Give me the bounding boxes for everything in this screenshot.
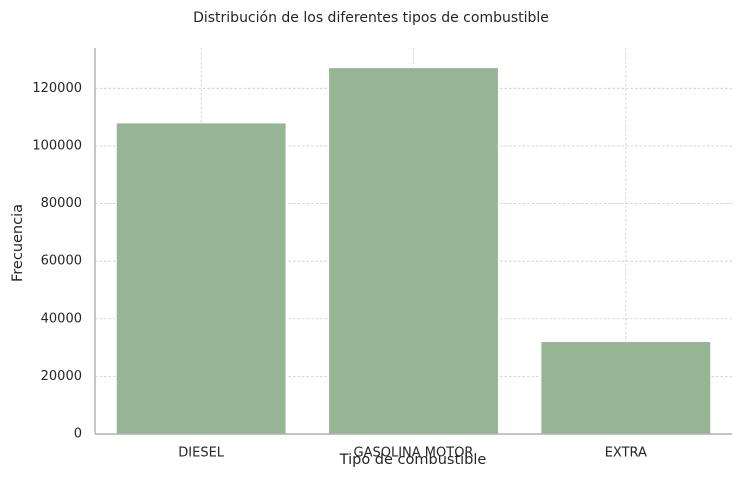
y-ticks: 0 20000 40000 60000 80000 100000 120000 xyxy=(32,81,82,442)
bar xyxy=(328,67,499,435)
y-tick-label: 60000 xyxy=(41,254,82,269)
y-tick-label: 120000 xyxy=(32,81,82,96)
x-tick-label: DIESEL xyxy=(178,446,225,461)
bar xyxy=(540,341,712,435)
chart-title: Distribución de los diferentes tipos de … xyxy=(193,10,549,26)
y-tick-label: 0 xyxy=(74,427,82,442)
x-ticks: DIESEL GASOLINA MOTOR EXTRA xyxy=(178,446,647,461)
y-tick-label: 100000 xyxy=(32,138,82,153)
y-axis-label: Frecuencia xyxy=(10,204,26,282)
y-tick-label: 80000 xyxy=(41,196,82,211)
y-tick-label: 20000 xyxy=(41,369,82,384)
bar xyxy=(115,122,287,435)
x-axis-label: Tipo de combustible xyxy=(339,452,487,468)
bars xyxy=(115,67,712,435)
y-tick-label: 40000 xyxy=(41,311,82,326)
x-tick-label: GASOLINA MOTOR xyxy=(354,446,474,461)
axes xyxy=(94,48,732,435)
x-tick-label: EXTRA xyxy=(605,446,647,461)
